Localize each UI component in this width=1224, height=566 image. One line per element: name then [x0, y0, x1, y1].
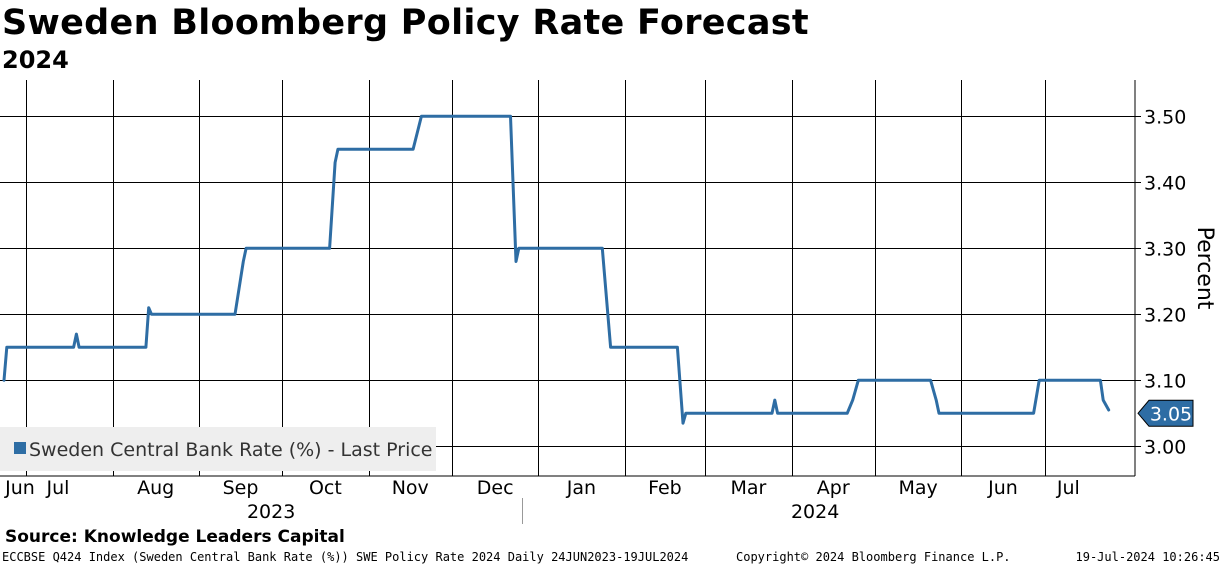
last-value-badge: 3.05 — [1137, 399, 1194, 427]
x-tick-label: Nov — [392, 477, 429, 499]
x-tick-label: Jun — [4, 477, 35, 499]
footer-ticker-info: ECCBSE Q424 Index (Sweden Central Bank R… — [2, 550, 689, 564]
footer-copyright: Copyright© 2024 Bloomberg Finance L.P. — [736, 550, 1011, 564]
legend: Sweden Central Bank Rate (%) - Last Pric… — [0, 427, 436, 471]
y-axis-label: Percent — [1192, 227, 1217, 310]
legend-background — [0, 427, 436, 471]
x-tick-label: Apr — [817, 477, 850, 499]
footer-timestamp: 19-Jul-2024 10:26:45 — [1075, 550, 1221, 564]
x-tick-label: Aug — [137, 477, 174, 499]
last-value-badge-shape — [1137, 399, 1194, 427]
last-value-label: 3.05 — [1150, 403, 1192, 425]
x-tick-label: Feb — [648, 477, 682, 499]
y-tick-label: 3.40 — [1144, 173, 1186, 195]
x-tick-label: Jun — [987, 477, 1018, 499]
x-tick-label: Mar — [730, 477, 766, 499]
x-tick-label: Jul — [1056, 477, 1080, 499]
x-tick-label: Jan — [566, 477, 596, 499]
y-tick-label: 3.30 — [1144, 239, 1186, 261]
legend-swatch — [14, 442, 26, 454]
y-tick-label: 3.10 — [1144, 371, 1186, 393]
x-tick-label: Sep — [223, 477, 259, 499]
legend-label: Sweden Central Bank Rate (%) - Last Pric… — [29, 439, 433, 461]
y-tick-label: 3.00 — [1144, 437, 1186, 459]
source-note: Source: Knowledge Leaders Capital — [5, 527, 345, 547]
chart-subtitle: 2024 — [2, 46, 69, 74]
x-tick-label: May — [898, 477, 937, 499]
y-tick-label: 3.50 — [1144, 107, 1186, 129]
x-tick-label: Oct — [309, 477, 342, 499]
series-line — [2, 114, 1111, 425]
x-year-label: 2023 — [247, 501, 295, 523]
x-year-label: 2024 — [791, 501, 839, 523]
y-tick-label: 3.20 — [1144, 305, 1186, 327]
x-tick-label: Jul — [46, 477, 70, 499]
x-tick-label: Dec — [477, 477, 514, 499]
chart-title: Sweden Bloomberg Policy Rate Forecast — [2, 3, 809, 43]
